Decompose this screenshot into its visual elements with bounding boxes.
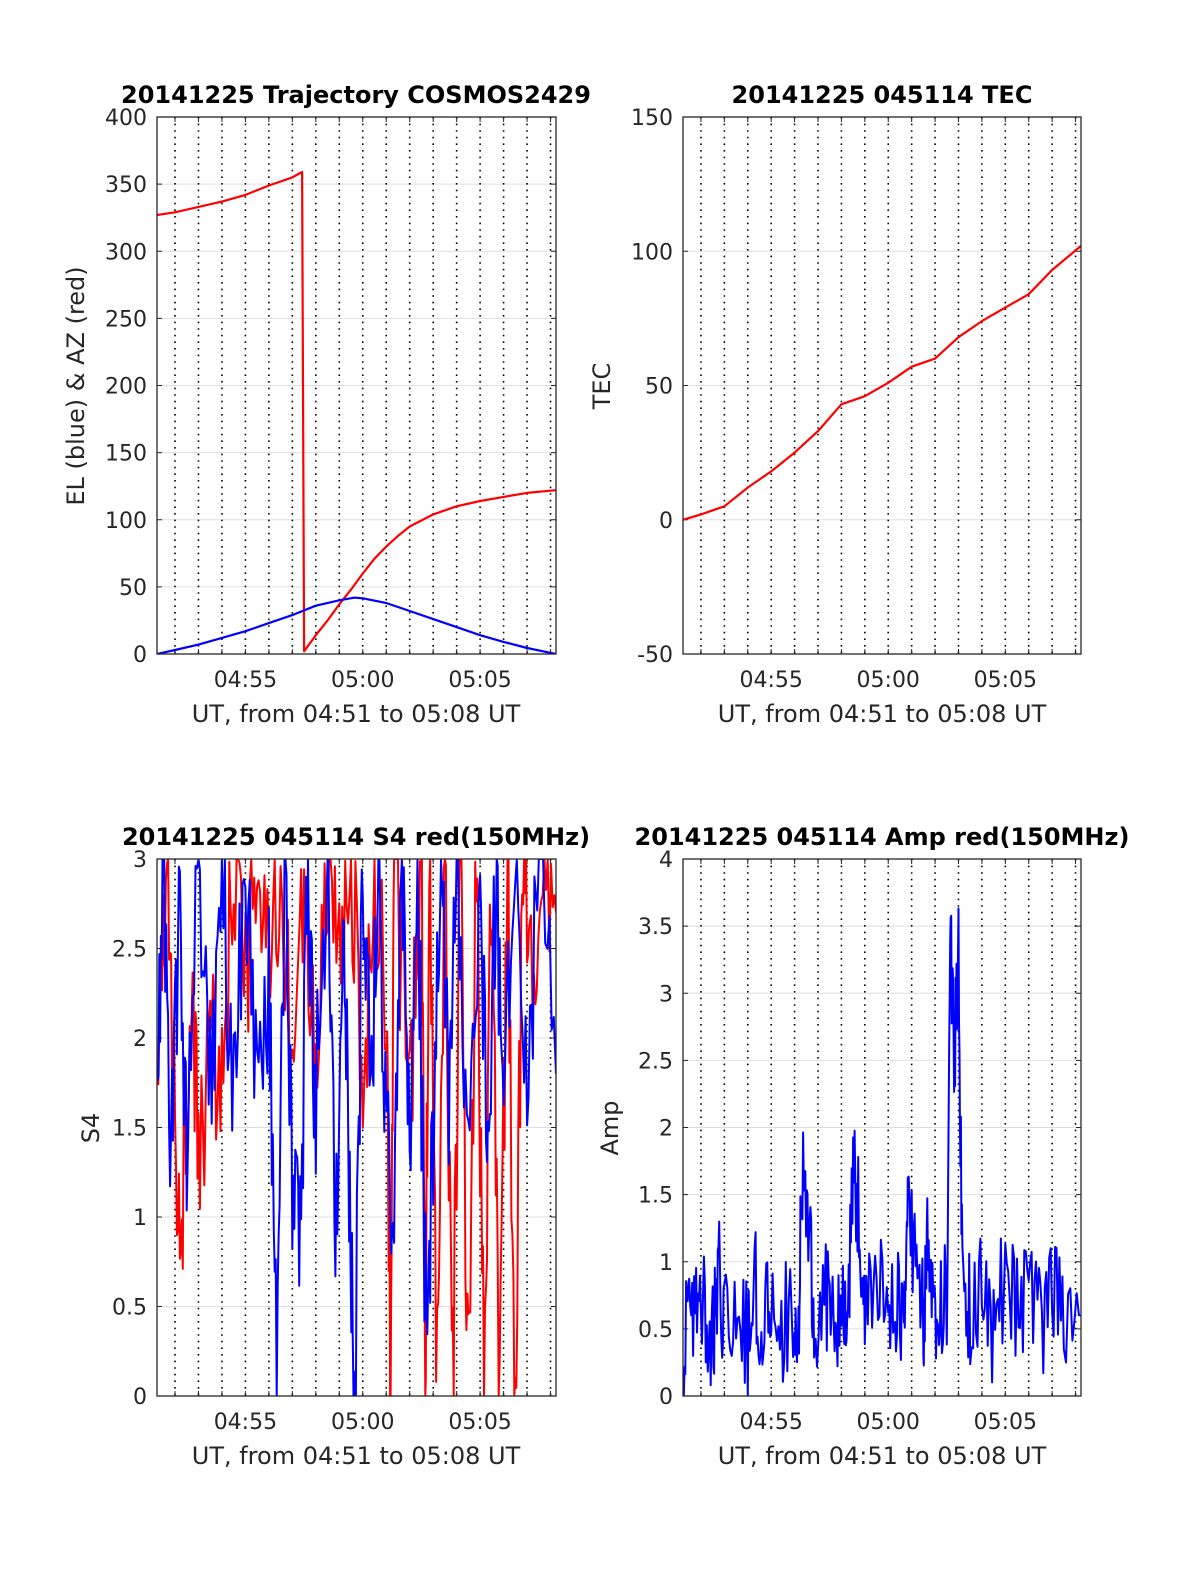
tec-ytick-label: -50	[637, 643, 673, 668]
trajectory-ytick-label: 100	[105, 509, 147, 534]
s4-ytick-label: 1	[133, 1206, 147, 1231]
trajectory-xtick-label: 05:05	[448, 668, 511, 693]
trajectory-ytick-label: 200	[105, 375, 147, 400]
trajectory-xtick-label: 05:00	[331, 668, 394, 693]
tec-xtick-label: 05:05	[974, 668, 1037, 693]
tec-axes-frame	[682, 116, 1082, 655]
amp-xtick-label: 05:05	[974, 1410, 1037, 1435]
tec-title: 20141225 045114 TEC	[732, 81, 1033, 109]
s4-series-line	[157, 859, 556, 1396]
amp-xtick-label: 04:55	[739, 1410, 802, 1435]
s4-ytick-label: 0.5	[112, 1296, 147, 1321]
s4-xlabel: UT, from 04:51 to 05:08 UT	[192, 1442, 521, 1470]
amp-ylabel: Amp	[596, 1100, 624, 1155]
amp-ytick-label: 2.5	[638, 1049, 673, 1074]
tec-xtick-label: 05:00	[857, 668, 920, 693]
amp-series-line	[683, 907, 1081, 1396]
amp-title: 20141225 045114 Amp red(150MHz)	[635, 823, 1130, 851]
tec-xtick-label: 04:55	[739, 668, 802, 693]
trajectory-ytick-label: 150	[105, 442, 147, 467]
trajectory-series-line	[157, 170, 556, 653]
tec-ylabel: TEC	[588, 363, 616, 411]
trajectory-series-line	[157, 596, 556, 654]
s4-ytick-label: 1.5	[112, 1117, 147, 1142]
tec-ytick-label: 0	[659, 509, 673, 534]
amp-ytick-label: 1.5	[638, 1184, 673, 1209]
tec-ytick-label: 50	[645, 375, 673, 400]
s4-xtick-label: 04:55	[214, 1410, 277, 1435]
amp-ytick-label: 2	[659, 1117, 673, 1142]
tec-ytick-label: 100	[631, 240, 673, 265]
trajectory-ytick-label: 50	[119, 576, 147, 601]
trajectory-ytick-label: 250	[105, 307, 147, 332]
trajectory-panel: 20141225 Trajectory COSMOS2429 UT, from …	[62, 81, 591, 728]
trajectory-ytick-label: 350	[105, 173, 147, 198]
trajectory-xlabel: UT, from 04:51 to 05:08 UT	[192, 700, 521, 728]
amp-axes-frame	[682, 858, 1082, 1397]
amp-panel: 20141225 045114 Amp red(150MHz) UT, from…	[596, 823, 1129, 1470]
s4-ytick-label: 0	[133, 1385, 147, 1410]
amp-ytick-label: 4	[659, 848, 673, 873]
s4-title: 20141225 045114 S4 red(150MHz)	[122, 823, 590, 851]
s4-xtick-label: 05:00	[331, 1410, 394, 1435]
s4-axes-frame	[156, 858, 557, 1397]
s4-xtick-label: 05:05	[448, 1410, 511, 1435]
amp-ytick-label: 1	[659, 1251, 673, 1276]
trajectory-xtick-label: 04:55	[214, 668, 277, 693]
s4-ytick-label: 2.5	[112, 938, 147, 963]
tec-ytick-label: 150	[631, 106, 673, 131]
tec-series-line	[683, 245, 1081, 521]
s4-panel: 20141225 045114 S4 red(150MHz) UT, from …	[77, 823, 590, 1470]
amp-xtick-label: 05:00	[857, 1410, 920, 1435]
trajectory-ylabel: EL (blue) & AZ (red)	[62, 266, 90, 505]
trajectory-ytick-label: 0	[133, 643, 147, 668]
amp-ytick-label: 0	[659, 1385, 673, 1410]
amp-ytick-label: 3.5	[638, 915, 673, 940]
trajectory-ytick-label: 300	[105, 240, 147, 265]
trajectory-title: 20141225 Trajectory COSMOS2429	[121, 81, 591, 109]
trajectory-ytick-label: 400	[105, 106, 147, 131]
s4-ytick-label: 3	[133, 848, 147, 873]
s4-series-line	[157, 859, 556, 1396]
tec-panel: 20141225 045114 TEC UT, from 04:51 to 05…	[588, 81, 1082, 728]
amp-xlabel: UT, from 04:51 to 05:08 UT	[718, 1442, 1047, 1470]
tec-xlabel: UT, from 04:51 to 05:08 UT	[718, 700, 1047, 728]
amp-ytick-label: 0.5	[638, 1318, 673, 1343]
s4-ylabel: S4	[77, 1113, 105, 1144]
amp-ytick-label: 3	[659, 982, 673, 1007]
s4-ytick-label: 2	[133, 1027, 147, 1052]
trajectory-axes-frame	[156, 116, 557, 655]
